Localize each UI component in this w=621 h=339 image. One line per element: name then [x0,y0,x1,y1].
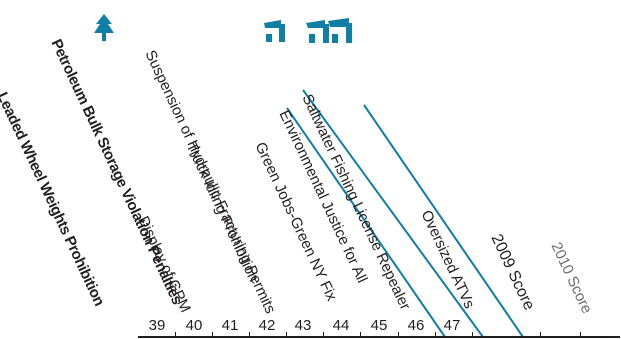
column-number: 44 [332,317,350,334]
column-tick [249,332,250,337]
tree-icon [94,14,114,41]
column-number: 40 [185,317,203,334]
column-number: 45 [370,317,388,334]
column-tick [360,332,361,337]
table-baseline [138,336,620,338]
column-tick [212,332,213,337]
column-number: 47 [443,317,461,334]
tree-pair-icon [306,18,352,43]
column-tick [323,332,324,337]
column-tick [540,332,541,337]
column-number: 42 [258,317,276,334]
column-tick [435,332,436,337]
column-number: 46 [407,317,425,334]
column-tick [580,332,581,337]
column-tick [175,332,176,337]
column-tick [472,332,473,337]
column-number: 41 [221,317,239,334]
column-tick [398,332,399,337]
tree-pair-icon [264,20,285,42]
column-number: 39 [148,317,166,334]
column-tick [286,332,287,337]
column-number: 43 [294,317,312,334]
